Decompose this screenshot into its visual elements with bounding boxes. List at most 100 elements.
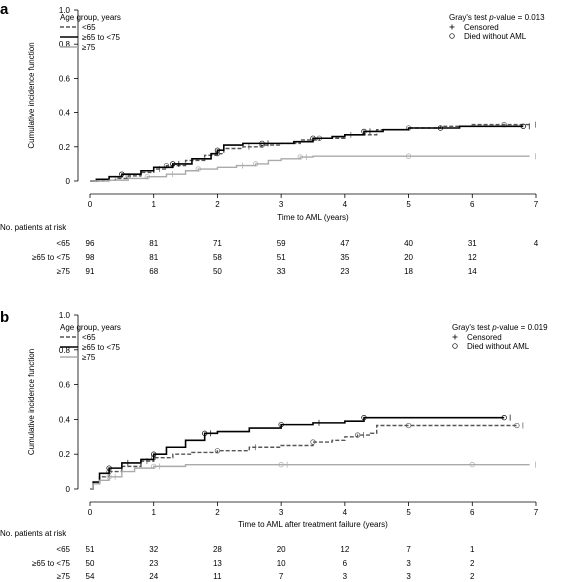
y-tick-label: 0.8 xyxy=(59,346,71,355)
died-marker xyxy=(119,171,125,177)
died-marker xyxy=(405,422,412,429)
legend-title: Age group, years xyxy=(60,323,121,332)
panel-label: b xyxy=(0,309,9,326)
x-tick-label: 1 xyxy=(151,200,156,209)
risk-value: 81 xyxy=(149,253,158,262)
died-marker xyxy=(214,147,221,153)
panel-label: a xyxy=(0,1,9,18)
series-line xyxy=(90,463,530,490)
risk-value: 3 xyxy=(343,572,348,581)
risk-value: 24 xyxy=(149,572,158,581)
y-tick-label: 1.0 xyxy=(59,6,71,15)
series-line xyxy=(90,416,505,490)
series-line xyxy=(90,424,517,490)
risk-value: 33 xyxy=(277,267,286,276)
risk-value: 23 xyxy=(149,559,158,568)
risk-value: 11 xyxy=(213,572,222,581)
risk-value: 18 xyxy=(404,267,413,276)
legend-title: Age group, years xyxy=(60,13,121,22)
risk-value: 98 xyxy=(86,253,95,262)
x-tick-label: 0 xyxy=(88,200,93,209)
risk-table-title: No. patients at risk xyxy=(0,529,67,538)
y-tick-label: 0.6 xyxy=(59,381,71,390)
series-line xyxy=(90,123,530,182)
legend-entry: ≥75 xyxy=(82,353,96,362)
panel-a: a 0 0.2 0.4 0.6 0.8 1.0 Cumulative incidence fu… xyxy=(0,1,545,276)
x-tick-label: 6 xyxy=(470,200,475,209)
x-tick-label: 4 xyxy=(343,508,348,517)
risk-value: 50 xyxy=(86,559,95,568)
risk-value: 58 xyxy=(213,253,222,262)
risk-value: 2 xyxy=(470,559,475,568)
risk-row-label: ≥75 xyxy=(57,572,71,581)
series-line xyxy=(90,125,524,182)
risk-value: 54 xyxy=(86,572,95,581)
risk-value: 13 xyxy=(213,559,222,568)
risk-value: 51 xyxy=(86,545,95,554)
test-statistic: Gray's test p-value = 0.013 xyxy=(449,13,545,22)
died-marker xyxy=(106,465,112,471)
risk-value: 32 xyxy=(149,545,158,554)
risk-value: 14 xyxy=(468,267,477,276)
risk-value: 2 xyxy=(470,572,475,581)
died-marker xyxy=(361,128,367,135)
panel-b: b 0 0.2 0.4 0.6 0.8 1.0 Cumulative incidence fu… xyxy=(0,309,548,581)
risk-value: 71 xyxy=(213,239,222,248)
legend-entry: <65 xyxy=(82,23,96,32)
x-tick-label: 0 xyxy=(88,508,93,517)
died-marker xyxy=(310,135,316,141)
y-tick-label: 1.0 xyxy=(59,311,71,320)
y-tick-label: 0 xyxy=(66,177,71,186)
x-tick-label: 7 xyxy=(534,200,539,209)
x-tick-label: 2 xyxy=(215,508,220,517)
died-marker xyxy=(151,451,157,457)
x-axis-label: Time to AML (years) xyxy=(277,213,349,222)
died-marker xyxy=(310,439,316,445)
risk-row-label: ≥75 xyxy=(57,267,71,276)
died-marker xyxy=(501,415,507,421)
x-tick-label: 4 xyxy=(343,200,348,209)
risk-value: 68 xyxy=(149,267,158,276)
died-marker xyxy=(297,154,303,160)
legend-entry: ≥65 to <75 xyxy=(82,33,121,42)
y-axis-label: Cumulative incidence function xyxy=(27,349,36,455)
y-tick-label: 0.4 xyxy=(59,109,71,118)
risk-value: 81 xyxy=(149,239,158,248)
died-legend-mark xyxy=(449,33,455,39)
died-marker xyxy=(278,461,284,468)
died-marker xyxy=(144,174,150,180)
test-label: Gray's test xyxy=(449,13,489,22)
risk-value: 3 xyxy=(406,559,411,568)
died-marker xyxy=(106,474,112,480)
y-tick-label: 0.2 xyxy=(59,450,71,459)
y-axis-label: Cumulative incidence function xyxy=(27,42,36,148)
y-tick-label: 0.8 xyxy=(59,40,71,49)
died-legend-label: Died without AML xyxy=(464,32,527,41)
test-statistic: Gray's test p-value = 0.019 xyxy=(452,323,548,332)
risk-value: 31 xyxy=(468,239,477,248)
x-tick-label: 5 xyxy=(406,200,411,209)
x-tick-label: 2 xyxy=(215,200,220,209)
died-marker xyxy=(361,415,367,421)
died-marker xyxy=(259,140,265,147)
risk-table-title: No. patients at risk xyxy=(0,223,67,232)
risk-value: 59 xyxy=(277,239,286,248)
risk-value: 12 xyxy=(468,253,477,262)
risk-value: 23 xyxy=(340,267,349,276)
died-marker xyxy=(195,166,201,172)
risk-row-label: <65 xyxy=(56,545,70,554)
risk-value: 91 xyxy=(86,267,95,276)
risk-value: 7 xyxy=(279,572,284,581)
legend-entry: ≥75 xyxy=(82,43,96,52)
risk-value: 6 xyxy=(343,559,348,568)
died-marker xyxy=(469,461,475,468)
risk-value: 20 xyxy=(404,253,413,262)
risk-value: 28 xyxy=(213,545,222,554)
censored-legend-label: Censored xyxy=(467,333,502,342)
died-marker xyxy=(202,430,208,436)
series-line xyxy=(90,155,530,182)
risk-value: 12 xyxy=(340,545,349,554)
test-value: -value = 0.013 xyxy=(494,13,545,22)
risk-value: 4 xyxy=(534,239,539,248)
x-tick-label: 3 xyxy=(279,508,284,517)
